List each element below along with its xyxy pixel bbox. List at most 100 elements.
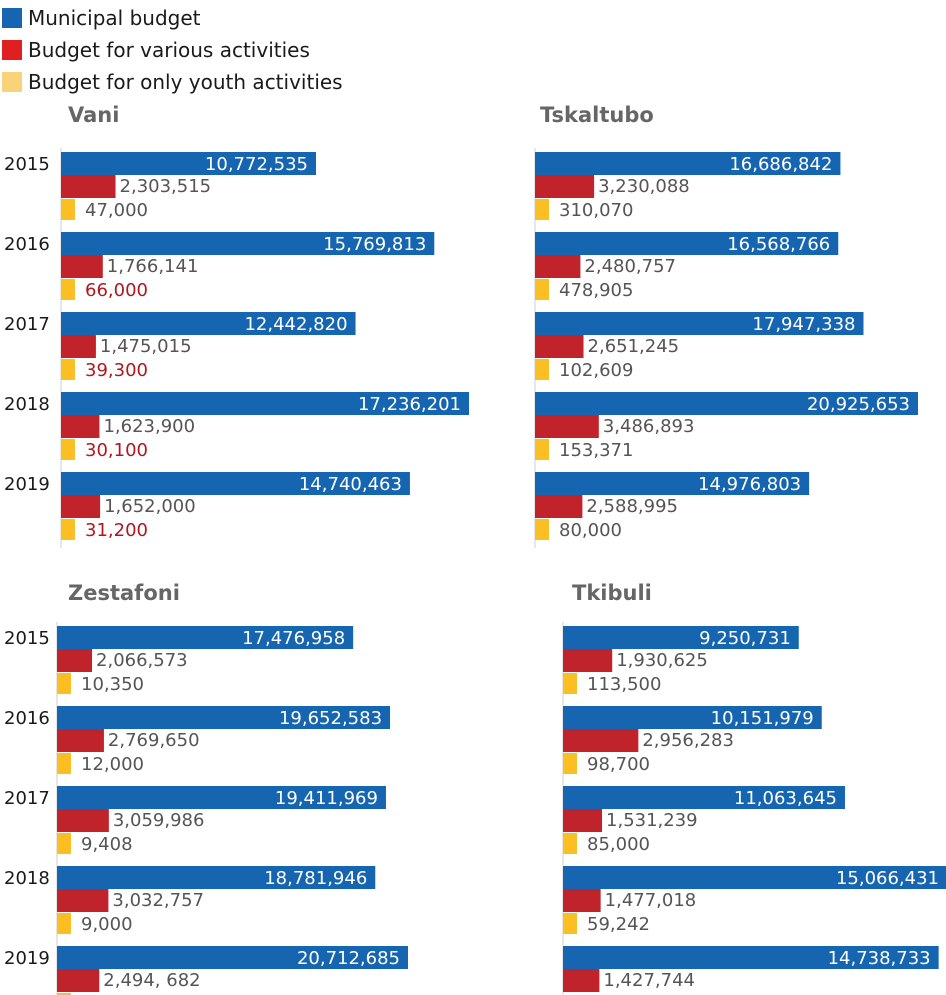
data-label-various: 1,930,625 — [616, 650, 708, 671]
legend-swatch-youth — [2, 72, 22, 92]
legend-item-various: Budget for various activities — [2, 34, 343, 66]
bar-municipal — [535, 472, 810, 495]
bar-municipal — [535, 152, 841, 175]
data-label-various: 3,032,757 — [112, 890, 204, 911]
data-label-youth: 98,700 — [587, 754, 650, 775]
chart-panel-tskaltubo: Tskaltubo 16,686,842 3,230,088 310,070 16,56… — [534, 103, 918, 548]
bar-youth — [563, 753, 577, 774]
legend-label-youth: Budget for only youth activities — [28, 70, 343, 94]
bar-municipal — [61, 472, 410, 495]
data-label-various: 1,477,018 — [605, 890, 697, 911]
data-label-youth: 31,200 — [85, 520, 148, 541]
bar-various — [57, 729, 104, 752]
bar-municipal — [563, 626, 799, 649]
data-label-youth: 47,000 — [85, 200, 148, 221]
bar-youth — [57, 833, 71, 854]
bar-youth — [57, 753, 71, 774]
data-label-youth: 66,000 — [85, 280, 148, 301]
bar-various — [563, 809, 603, 832]
bar-municipal — [57, 786, 386, 809]
data-label-youth: 310,070 — [559, 200, 633, 221]
bar-various — [535, 415, 599, 438]
bar-various — [57, 649, 93, 672]
bar-youth — [61, 359, 75, 380]
bar-various — [57, 969, 100, 992]
legend-label-various: Budget for various activities — [28, 38, 310, 62]
data-label-various: 3,230,088 — [598, 176, 690, 197]
bar-youth — [61, 519, 75, 540]
data-label-youth: 102,609 — [559, 360, 633, 381]
bar-various — [563, 889, 601, 912]
data-label-youth: 153,371 — [559, 440, 633, 461]
data-label-municipal: 14,740,463 — [299, 474, 402, 495]
data-label-youth: 80,000 — [559, 520, 622, 541]
data-label-various: 1,652,000 — [104, 496, 196, 517]
data-label-youth: 85,000 — [587, 834, 650, 855]
data-label-various: 2,651,245 — [588, 336, 680, 357]
data-label-municipal: 15,769,813 — [323, 234, 426, 255]
bar-youth — [535, 439, 549, 460]
data-label-municipal: 16,686,842 — [729, 154, 832, 175]
data-label-various: 2,956,283 — [642, 730, 734, 751]
data-label-various: 2,480,757 — [584, 256, 676, 277]
panel-title: Zestafoni — [68, 581, 180, 605]
bar-municipal — [535, 232, 839, 255]
data-label-various: 1,766,141 — [107, 256, 199, 277]
data-label-youth: 12,000 — [81, 754, 144, 775]
bar-youth — [57, 673, 71, 694]
legend-label-municipal: Municipal budget — [28, 6, 201, 30]
legend-swatch-municipal — [2, 8, 22, 28]
data-label-various: 1,623,900 — [103, 416, 195, 437]
year-label: 2017 — [4, 788, 50, 809]
bar-municipal — [57, 626, 354, 649]
data-label-various: 1,427,744 — [603, 970, 695, 991]
year-label: 2019 — [4, 474, 50, 495]
bar-youth — [563, 673, 577, 694]
bar-youth — [535, 199, 549, 220]
year-label: 2018 — [4, 868, 50, 889]
bar-youth — [535, 359, 549, 380]
data-label-youth: 30,100 — [85, 440, 148, 461]
year-label: 2019 — [4, 948, 50, 969]
data-label-municipal: 19,652,583 — [279, 708, 382, 729]
bar-various — [61, 255, 103, 278]
data-label-youth: 9,408 — [81, 834, 133, 855]
data-label-municipal: 17,476,958 — [242, 628, 345, 649]
data-label-various: 2,494, 682 — [103, 970, 200, 991]
data-label-municipal: 14,738,733 — [828, 948, 931, 969]
bar-various — [57, 809, 109, 832]
chart-panel-zestafoni: Zestafoni 2015 17,476,958 2,066,573 10,350 20… — [4, 581, 408, 995]
bar-various — [563, 649, 613, 672]
bar-various — [535, 175, 595, 198]
data-label-various: 1,475,015 — [100, 336, 192, 357]
data-label-municipal: 9,250,731 — [699, 628, 791, 649]
data-label-municipal: 16,568,766 — [727, 234, 830, 255]
data-label-various: 2,066,573 — [96, 650, 188, 671]
bar-municipal — [57, 946, 408, 969]
bar-municipal — [563, 946, 939, 969]
data-label-various: 2,769,650 — [108, 730, 200, 751]
bar-municipal — [535, 312, 864, 335]
data-label-youth: 113,500 — [587, 674, 661, 695]
bar-youth — [57, 993, 71, 995]
year-label: 2016 — [4, 234, 50, 255]
bar-youth — [61, 439, 75, 460]
data-label-municipal: 11,063,645 — [734, 788, 837, 809]
bar-municipal — [535, 392, 918, 415]
bar-municipal — [61, 392, 469, 415]
bar-various — [535, 495, 583, 518]
bar-youth — [563, 833, 577, 854]
bar-youth — [61, 199, 75, 220]
data-label-various: 3,059,986 — [113, 810, 205, 831]
data-label-various: 2,303,515 — [120, 176, 212, 197]
data-label-municipal: 10,772,535 — [205, 154, 308, 175]
panel-title: Vani — [68, 103, 119, 127]
bar-various — [57, 889, 109, 912]
bar-various — [535, 255, 581, 278]
data-label-various: 2,588,995 — [586, 496, 678, 517]
bar-youth — [57, 913, 71, 934]
year-label: 2015 — [4, 154, 50, 175]
bar-various — [535, 335, 584, 358]
